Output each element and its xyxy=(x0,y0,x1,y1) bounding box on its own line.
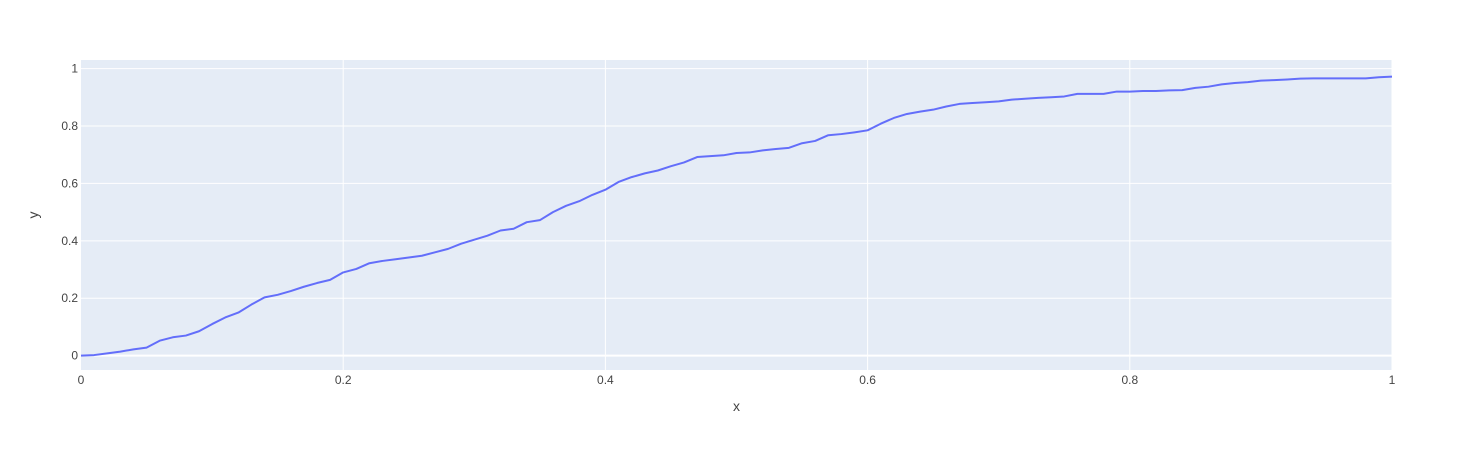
series-layer xyxy=(80,75,1393,357)
y-axis-ticks: 0 0.2 0.4 0.6 0.8 1 xyxy=(61,62,78,363)
x-tick-label: 1 xyxy=(1389,373,1396,387)
x-axis-ticks: 0 0.2 0.4 0.6 0.8 1 xyxy=(78,373,1396,387)
y-tick-label: 0.8 xyxy=(61,119,78,133)
x-tick-label: 0.6 xyxy=(859,373,876,387)
y-tick-label: 1 xyxy=(71,62,78,76)
x-tick-label: 0.2 xyxy=(335,373,352,387)
y-axis-title: y xyxy=(25,212,41,219)
y-tick-label: 0 xyxy=(71,349,78,363)
y-tick-label: 0.4 xyxy=(61,234,78,248)
x-tick-label: 0.4 xyxy=(597,373,614,387)
x-axis-title: x xyxy=(733,398,740,414)
plot-area xyxy=(81,60,1392,370)
grid-layer xyxy=(81,60,1393,370)
series-line xyxy=(80,75,1393,357)
y-tick-label: 0.2 xyxy=(61,291,78,305)
x-tick-label: 0 xyxy=(78,373,85,387)
y-tick-label: 0.6 xyxy=(61,176,78,190)
x-tick-label: 0.8 xyxy=(1121,373,1138,387)
